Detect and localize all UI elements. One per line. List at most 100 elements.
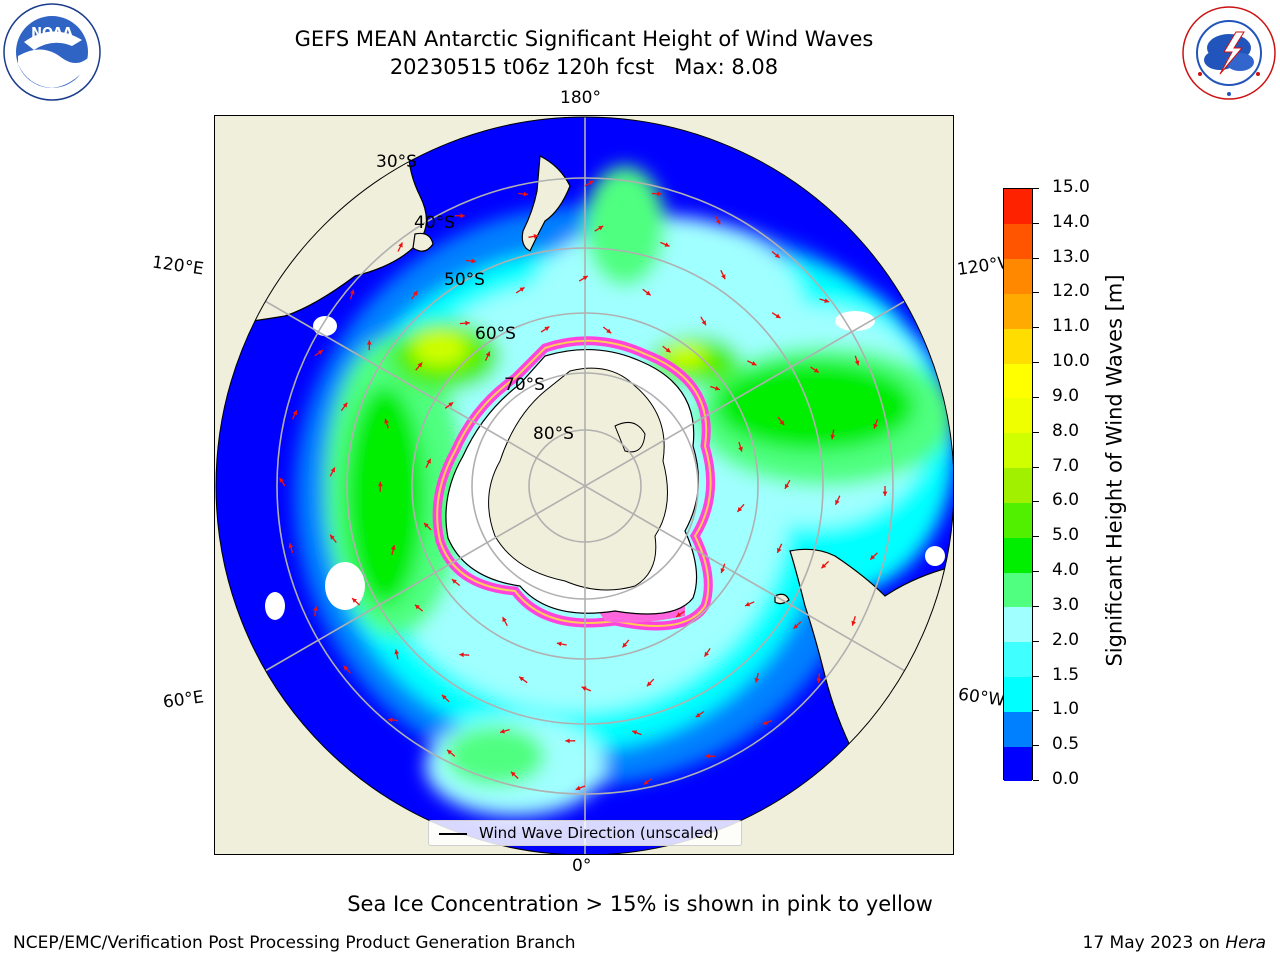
colorbar-segment [1004, 258, 1032, 294]
colorbar-tick-mark [1033, 675, 1039, 677]
lat-label-80s: 80°S [533, 424, 574, 444]
wave-arrow-head [598, 225, 604, 231]
wave-arrow-head [646, 681, 652, 687]
wave-arrow-head [451, 579, 457, 584]
map-legend: Wind Wave Direction (unscaled) [428, 820, 742, 846]
colorbar-tick-label: 13.0 [1052, 246, 1090, 267]
wave-arrow-head [784, 483, 790, 489]
colorbar-segment [1004, 572, 1032, 608]
wave-arrow-head [292, 410, 298, 416]
wave-arrow-head [390, 545, 396, 550]
lon-label-bottom: 0° [572, 856, 592, 876]
wave-arrow-head [695, 712, 701, 718]
wave-arrow-head [870, 554, 875, 560]
colorbar-tick-label: 4.0 [1052, 560, 1080, 581]
colorbar-tick-label: 1.0 [1052, 699, 1080, 720]
wave-arrow-head [417, 362, 423, 368]
wave-arrow-head [622, 642, 628, 648]
colorbar-tick-label: 8.0 [1052, 420, 1080, 441]
colorbar-segment [1004, 467, 1032, 503]
wave-arrow-head [377, 481, 383, 487]
wave-arrow-head [777, 547, 782, 553]
wave-arrow-head [565, 738, 570, 744]
legend-line-sample [439, 833, 467, 835]
lat-label-60s: 60°S [475, 324, 516, 344]
colorbar-tick-mark [1033, 431, 1039, 433]
wave-arrow-head [398, 242, 403, 248]
wave-arrow-head [835, 499, 840, 505]
colorbar-tick-mark [1033, 640, 1039, 642]
wave-arrow-head [715, 219, 721, 225]
footer-date: 17 May 2023 on Hera [1083, 933, 1267, 953]
noaa-logo: NOAA [2, 2, 102, 102]
colorbar-segment [1004, 641, 1032, 678]
colorbar-segment [1004, 502, 1032, 538]
wave-arrow-head [330, 467, 335, 473]
wave-arrow-head [388, 717, 393, 723]
ocean-wave-field [216, 117, 953, 854]
colorbar-tick-label: 7.0 [1052, 455, 1080, 476]
nws-logo [1180, 4, 1278, 102]
lon-label-lower-right: 60°W [956, 684, 1007, 711]
polar-map [215, 116, 953, 854]
wave-arrow-head [704, 651, 709, 657]
wave-arrow-head [384, 418, 389, 424]
colorbar-tick-label: 15.0 [1052, 177, 1090, 197]
colorbar-tick-mark [1033, 362, 1039, 364]
noaa-logo-graphic: NOAA [3, 3, 101, 101]
colorbar-tick-label: 5.0 [1052, 525, 1080, 546]
colorbar-tick-mark [1033, 396, 1039, 398]
lat-label-70s: 70°S [504, 375, 545, 395]
colorbar-segment [1004, 432, 1032, 469]
lat-label-40s: 40°S [414, 213, 455, 233]
colorbar-tick-label: 9.0 [1052, 385, 1080, 406]
colorbar-tick-mark [1033, 222, 1039, 224]
wave-arrow-head [342, 402, 348, 408]
colorbar-tick-mark [1033, 466, 1039, 468]
wave-arrow-head [441, 694, 447, 700]
chart-title: GEFS MEAN Antarctic Significant Height o… [294, 27, 874, 51]
colorbar-tick-label: 0.5 [1052, 734, 1080, 755]
wave-arrow-head [318, 350, 323, 355]
wave-arrow-head [721, 274, 726, 280]
wave-arrow-head [762, 720, 768, 725]
wave-arrow-head [415, 604, 420, 610]
colorbar-segment [1004, 537, 1032, 573]
wave-arrow-head [575, 785, 581, 791]
wave-arrow-head [645, 290, 651, 296]
wave-arrow-head [774, 253, 780, 258]
wave-arrow-head [519, 287, 525, 292]
map-panel: Wind Wave Direction (unscaled) [214, 115, 954, 855]
wave-arrow-head [830, 434, 836, 440]
wave-arrow-head [813, 368, 819, 373]
colorbar-segment [1004, 397, 1032, 434]
wave-arrow-head [502, 617, 507, 622]
colorbar-segment [1004, 606, 1032, 643]
wave-arrow-head [523, 191, 529, 197]
wave-arrow-head [720, 568, 725, 573]
colorbar-segment [1004, 293, 1032, 329]
wave-arrow-head [394, 649, 400, 655]
wave-arrow-head [413, 290, 418, 296]
colorbar-tick-label: 0.0 [1052, 769, 1080, 789]
wave-arrow-head [779, 420, 785, 426]
wave-arrow-head [313, 606, 318, 611]
wave-arrow-head [854, 360, 860, 366]
wave-arrow-head [738, 446, 743, 452]
wave-arrow-head [715, 386, 720, 391]
wave-arrow-head [330, 534, 335, 540]
lat-label-50s: 50°S [444, 270, 485, 290]
meridians [264, 117, 906, 854]
footer-machine: Hera [1225, 933, 1266, 953]
wave-arrow-head [754, 677, 760, 683]
colorbar-segment [1004, 711, 1032, 747]
wave-arrow-head [279, 477, 284, 483]
lon-label-lower-left: 60°E [161, 687, 206, 713]
lon-label-top: 180° [560, 88, 601, 108]
colorbar-tick-label: 6.0 [1052, 490, 1080, 511]
colorbar-tick-mark [1033, 536, 1039, 538]
footer-date-text: 17 May 2023 on [1082, 933, 1220, 953]
wave-arrow-head [816, 678, 822, 683]
wave-arrow-head [343, 665, 349, 671]
wave-arrow-head [775, 313, 781, 319]
